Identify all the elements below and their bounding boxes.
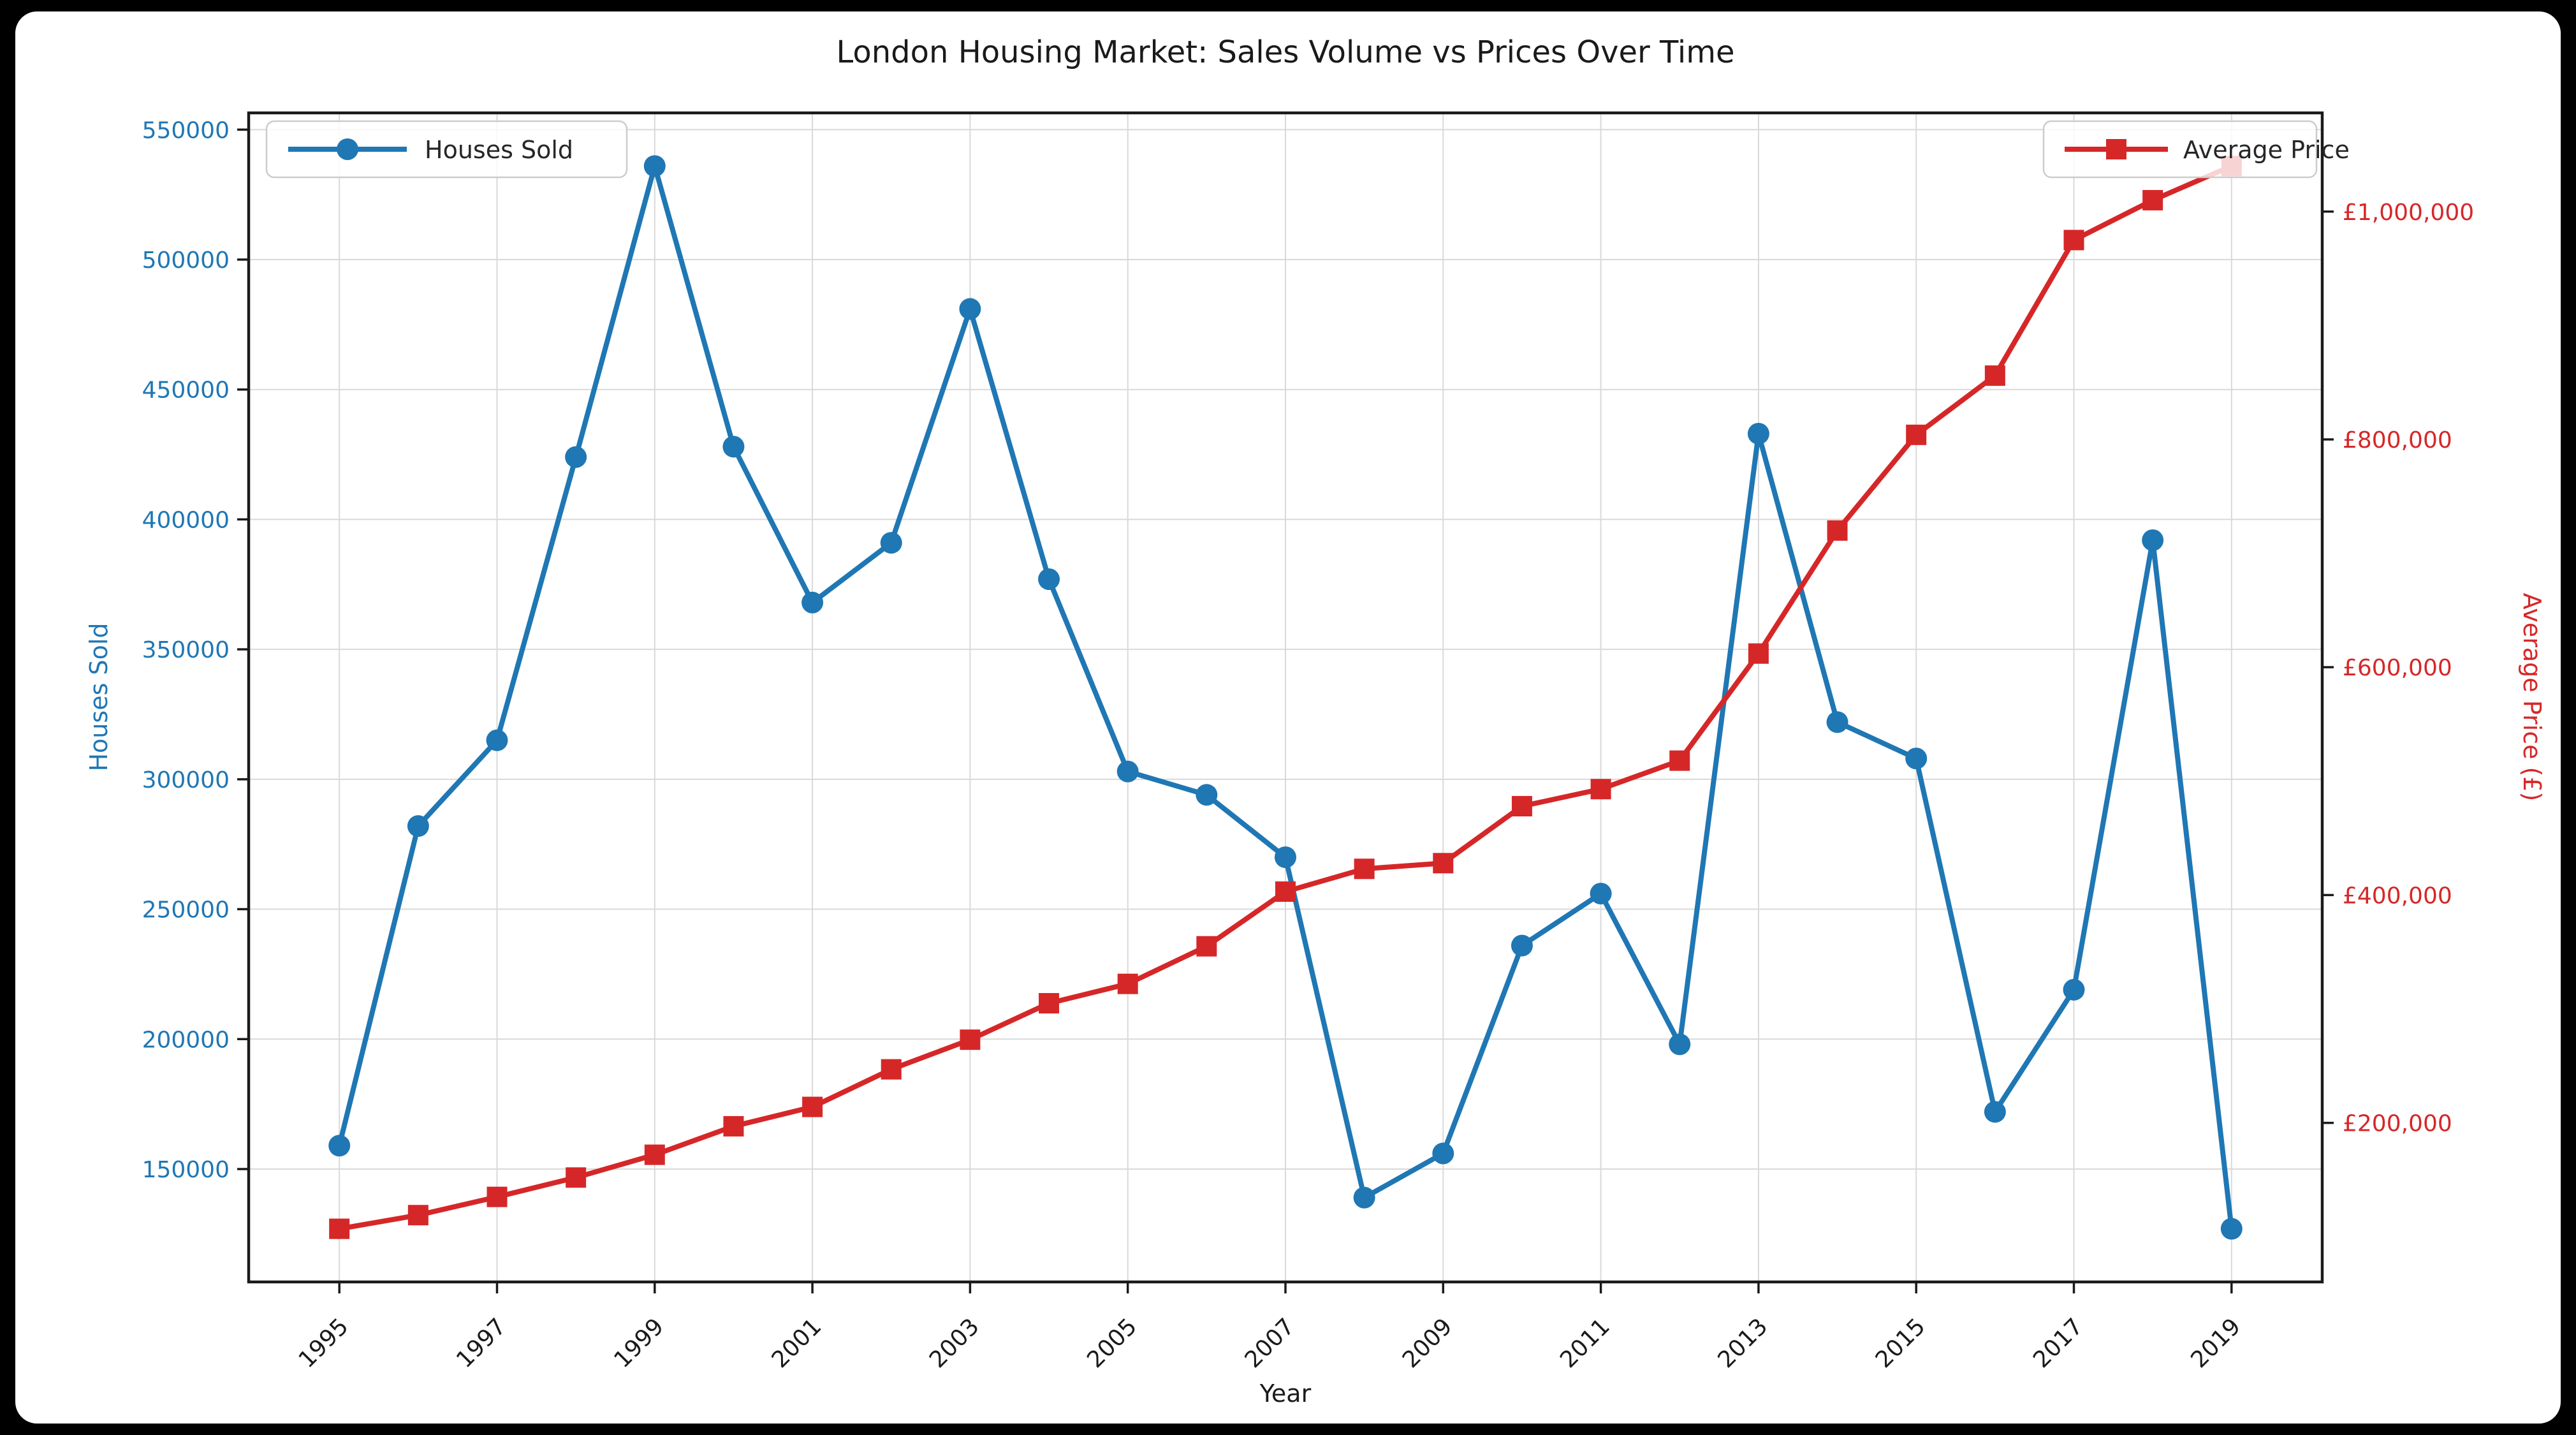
- right-tick-label-800000: £800,000: [2343, 427, 2452, 453]
- average-price-point-2004: [1039, 993, 1060, 1014]
- houses-sold-point-2019: [2220, 1218, 2243, 1240]
- houses-sold-point-2010: [1511, 934, 1533, 957]
- houses-sold-point-2018: [2142, 529, 2164, 552]
- left-tick-label-300000: 300000: [142, 767, 230, 793]
- average-price-point-1997: [487, 1186, 508, 1207]
- houses-sold-point-2003: [959, 298, 981, 320]
- houses-sold-point-2016: [1984, 1101, 2006, 1123]
- chart-title: London Housing Market: Sales Volume vs P…: [836, 34, 1734, 70]
- houses-sold-point-2009: [1432, 1142, 1454, 1165]
- houses-sold-point-2002: [880, 532, 902, 554]
- left-tick-label-400000: 400000: [142, 507, 230, 533]
- legend-box-left: [265, 120, 628, 179]
- average-price-point-2007: [1275, 881, 1296, 902]
- houses-sold-point-2004: [1038, 568, 1060, 591]
- left-tick-label-150000: 150000: [142, 1157, 230, 1183]
- houses-sold-point-2007: [1275, 846, 1296, 869]
- houses-sold-point-2005: [1116, 760, 1139, 783]
- average-price-point-2015: [1906, 424, 1927, 445]
- houses-sold-point-2014: [1826, 711, 1848, 733]
- legend-circle-marker-icon: [337, 138, 358, 160]
- houses-sold-point-2013: [1747, 422, 1769, 445]
- houses-sold-point-1999: [643, 155, 666, 177]
- average-price-point-2006: [1196, 936, 1217, 957]
- right-tick-label-1000000: £1,000,000: [2343, 200, 2474, 226]
- houses-sold-point-2008: [1353, 1186, 1375, 1209]
- average-price-point-2012: [1669, 750, 1690, 771]
- average-price-point-2010: [1511, 796, 1532, 817]
- average-price-point-2001: [802, 1096, 823, 1117]
- average-price-point-2014: [1827, 520, 1848, 541]
- houses-sold-point-2015: [1905, 747, 1928, 770]
- houses-sold-point-2006: [1196, 784, 1218, 806]
- right-y-axis-label: Average Price (£): [2518, 593, 2546, 802]
- houses-sold-point-1998: [565, 446, 587, 468]
- average-price-point-2011: [1590, 779, 1611, 800]
- right-tick-label-200000: £200,000: [2343, 1111, 2452, 1137]
- average-price-point-1995: [329, 1218, 350, 1239]
- left-tick-label-250000: 250000: [142, 897, 230, 924]
- average-price-point-2018: [2142, 189, 2163, 210]
- houses-sold-point-2017: [2063, 978, 2085, 1001]
- x-axis-label: Year: [1259, 1380, 1312, 1408]
- left-tick-label-350000: 350000: [142, 637, 230, 663]
- legend-label-average-price: Average Price: [2183, 136, 2350, 164]
- average-price-point-1998: [566, 1167, 587, 1188]
- left-tick-label-500000: 500000: [142, 247, 230, 274]
- legend-houses-sold: Houses Sold: [265, 120, 628, 179]
- legend-average-price: Average Price: [2042, 120, 2350, 179]
- average-price-point-2009: [1433, 853, 1454, 874]
- average-price-point-2013: [1748, 643, 1769, 664]
- average-price-point-1996: [407, 1205, 428, 1226]
- right-tick-label-400000: £400,000: [2343, 883, 2452, 909]
- left-tick-label-450000: 450000: [142, 378, 230, 404]
- right-tick-label-600000: £600,000: [2343, 655, 2452, 681]
- houses-sold-point-2001: [801, 591, 824, 614]
- average-price-point-2002: [881, 1059, 902, 1080]
- legend-square-marker-icon: [2106, 139, 2126, 159]
- legend-box-right: [2042, 120, 2318, 179]
- series-layer: [328, 155, 2243, 1240]
- average-price-point-2000: [723, 1115, 744, 1137]
- houses-sold-point-2012: [1669, 1033, 1691, 1056]
- left-y-axis-label: Houses Sold: [85, 622, 113, 771]
- left-tick-label-550000: 550000: [142, 117, 230, 144]
- houses-sold-point-2000: [722, 436, 745, 458]
- average-price-point-2017: [2063, 230, 2084, 251]
- left-tick-label-200000: 200000: [142, 1027, 230, 1053]
- average-price-point-2005: [1117, 973, 1138, 994]
- houses-sold-point-1995: [328, 1135, 351, 1157]
- figure-canvas: [15, 11, 2561, 1424]
- legend-label-houses-sold: Houses Sold: [425, 136, 573, 164]
- average-price-point-2003: [960, 1029, 981, 1050]
- average-price-point-2016: [1984, 365, 2005, 386]
- average-price-point-1999: [644, 1144, 665, 1165]
- average-price-point-2008: [1354, 858, 1375, 879]
- houses-sold-point-1996: [407, 815, 429, 837]
- houses-sold-point-1997: [486, 729, 508, 751]
- houses-sold-point-2011: [1590, 883, 1612, 905]
